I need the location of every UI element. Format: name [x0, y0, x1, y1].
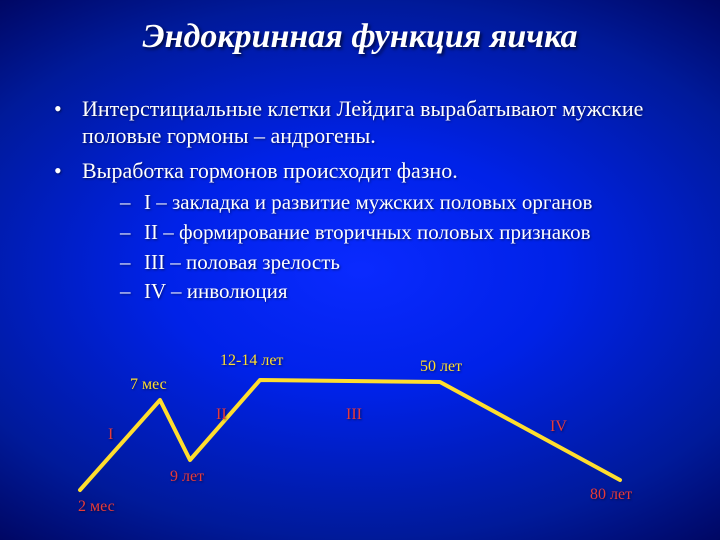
bullet-l1-item: Выработка гормонов происходит фазно. I –… — [50, 158, 680, 305]
slide: { "title": "Эндокринная функция яичка", … — [0, 0, 720, 540]
chart-label: I — [108, 426, 113, 444]
chart-label: 80 лет — [590, 486, 632, 504]
chart-label: II — [216, 406, 227, 424]
chart-label: III — [346, 406, 362, 424]
phase-line-svg — [60, 340, 660, 520]
chart-label: 9 лет — [170, 468, 204, 486]
slide-body: Интерстициальные клетки Лейдига вырабаты… — [50, 96, 680, 313]
phase-polyline — [80, 380, 620, 490]
bullet-l2-item: I – закладка и развитие мужских половых … — [82, 190, 680, 216]
bullet-list-level2: I – закладка и развитие мужских половых … — [82, 190, 680, 304]
bullet-l2-item: IV – инволюция — [82, 279, 680, 305]
bullet-l2-item: II – формирование вторичных половых приз… — [82, 220, 680, 246]
chart-label: 2 мес — [78, 498, 115, 516]
chart-label: 7 мес — [130, 376, 167, 394]
chart-label: 12-14 лет — [220, 352, 283, 370]
chart-label: 50 лет — [420, 358, 462, 376]
bullet-list-level1: Интерстициальные клетки Лейдига вырабаты… — [50, 96, 680, 305]
bullet-l2-item: III – половая зрелость — [82, 250, 680, 276]
slide-title: Эндокринная функция яичка — [0, 18, 720, 56]
chart-label: IV — [550, 418, 567, 436]
bullet-l1-item: Интерстициальные клетки Лейдига вырабаты… — [50, 96, 680, 150]
phase-chart: 2 мес7 мес9 лет12-14 лет50 лет80 летIIII… — [60, 340, 660, 520]
bullet-l1-text: Выработка гормонов происходит фазно. — [82, 158, 458, 183]
